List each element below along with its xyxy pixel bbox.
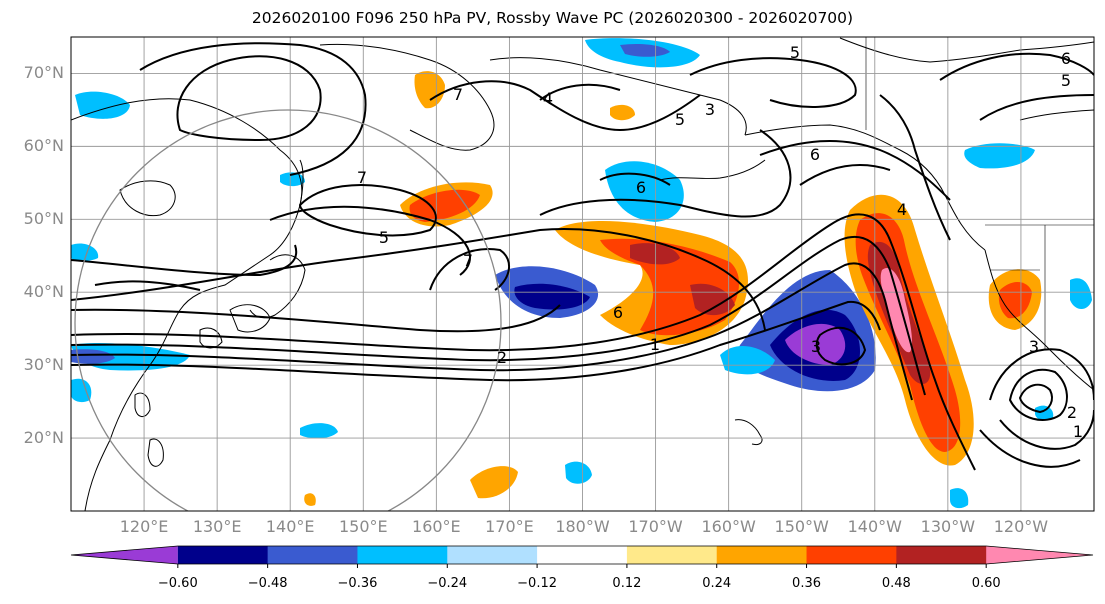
colorbar-segment [806, 546, 897, 564]
longitude-label: 160°W [701, 517, 756, 536]
longitude-label: 180°W [555, 517, 610, 536]
colorbar-tick-label: −0.12 [517, 576, 557, 591]
contour-label: 1 [1073, 422, 1083, 441]
colorbar-segment [986, 546, 1093, 564]
page-title: 2026020100 F096 250 hPa PV, Rossby Wave … [251, 9, 854, 27]
latitude-label: 40°N [23, 282, 64, 302]
colorbar-segment [716, 546, 808, 564]
colorbar-tick-label: −0.60 [157, 576, 198, 591]
colorbar [70, 545, 1094, 568]
colorbar-tick-label: 0.60 [971, 576, 1001, 591]
region-circle [74, 109, 502, 511]
longitude-label: 170°W [628, 517, 683, 536]
colorbar-tick-label: 0.12 [612, 576, 642, 591]
colorbar-segment [537, 546, 628, 564]
colorbar-segment [896, 546, 987, 564]
longitude-label: 130°W [920, 517, 976, 536]
colorbar-segment [626, 546, 718, 564]
colorbar-tick-label: 0.36 [792, 576, 821, 591]
longitude-label: 160°E [412, 517, 461, 536]
contour-label: 3 [811, 337, 821, 356]
contour-label: 6 [1061, 49, 1071, 68]
contour-label: 4 [543, 89, 553, 108]
contour-label: 5 [675, 110, 685, 129]
longitude-label: 150°E [338, 517, 388, 536]
latitude-label: 50°N [23, 209, 64, 229]
latitude-label: 70°N [23, 63, 64, 83]
colorbar-segment [71, 546, 178, 564]
contour-label: 7 [463, 251, 473, 270]
rossby-wave-contours [71, 42, 1094, 471]
pv-anomaly-shading [71, 38, 1092, 509]
colorbar-segment [267, 546, 358, 564]
contour-label: 2 [1067, 403, 1077, 422]
colorbar-tick-label: 0.48 [881, 576, 911, 591]
contour-label: 3 [705, 100, 715, 119]
longitude-label: 120°E [119, 517, 169, 536]
colorbar-segment [177, 546, 269, 564]
coastlines [71, 37, 1094, 511]
longitude-label: 120°W [993, 517, 1049, 536]
contour-label: 7 [357, 168, 367, 187]
contour-label: 5 [790, 43, 800, 62]
contour-label: 2 [497, 348, 507, 367]
contour-label: 6 [636, 178, 646, 197]
longitude-label: 150°W [774, 517, 829, 536]
contour-label: 3 [1029, 337, 1039, 356]
longitude-label: 140°W [847, 517, 902, 536]
longitude-label: 140°E [265, 517, 315, 536]
longitude-label: 130°E [192, 517, 242, 536]
contour-label: 6 [613, 303, 623, 322]
contour-label: 5 [1061, 71, 1071, 90]
contour-label: 6 [810, 145, 820, 164]
contour-label: 1 [650, 335, 660, 354]
latitude-label: 30°N [23, 355, 64, 375]
contour-label: 4 [897, 200, 907, 219]
colorbar-tick-label: −0.36 [337, 576, 378, 591]
contour-label: 5 [379, 228, 389, 247]
colorbar-segment [357, 546, 448, 564]
colorbar-tick-label: −0.24 [427, 576, 468, 591]
colorbar-segment [447, 546, 538, 564]
longitude-label: 170°E [485, 517, 534, 536]
colorbar-tick-label: −0.48 [247, 576, 288, 591]
colorbar-tick-label: 0.24 [702, 576, 732, 591]
latitude-label: 20°N [23, 428, 64, 448]
contour-label: 7 [453, 85, 463, 104]
latitude-label: 60°N [23, 136, 64, 156]
